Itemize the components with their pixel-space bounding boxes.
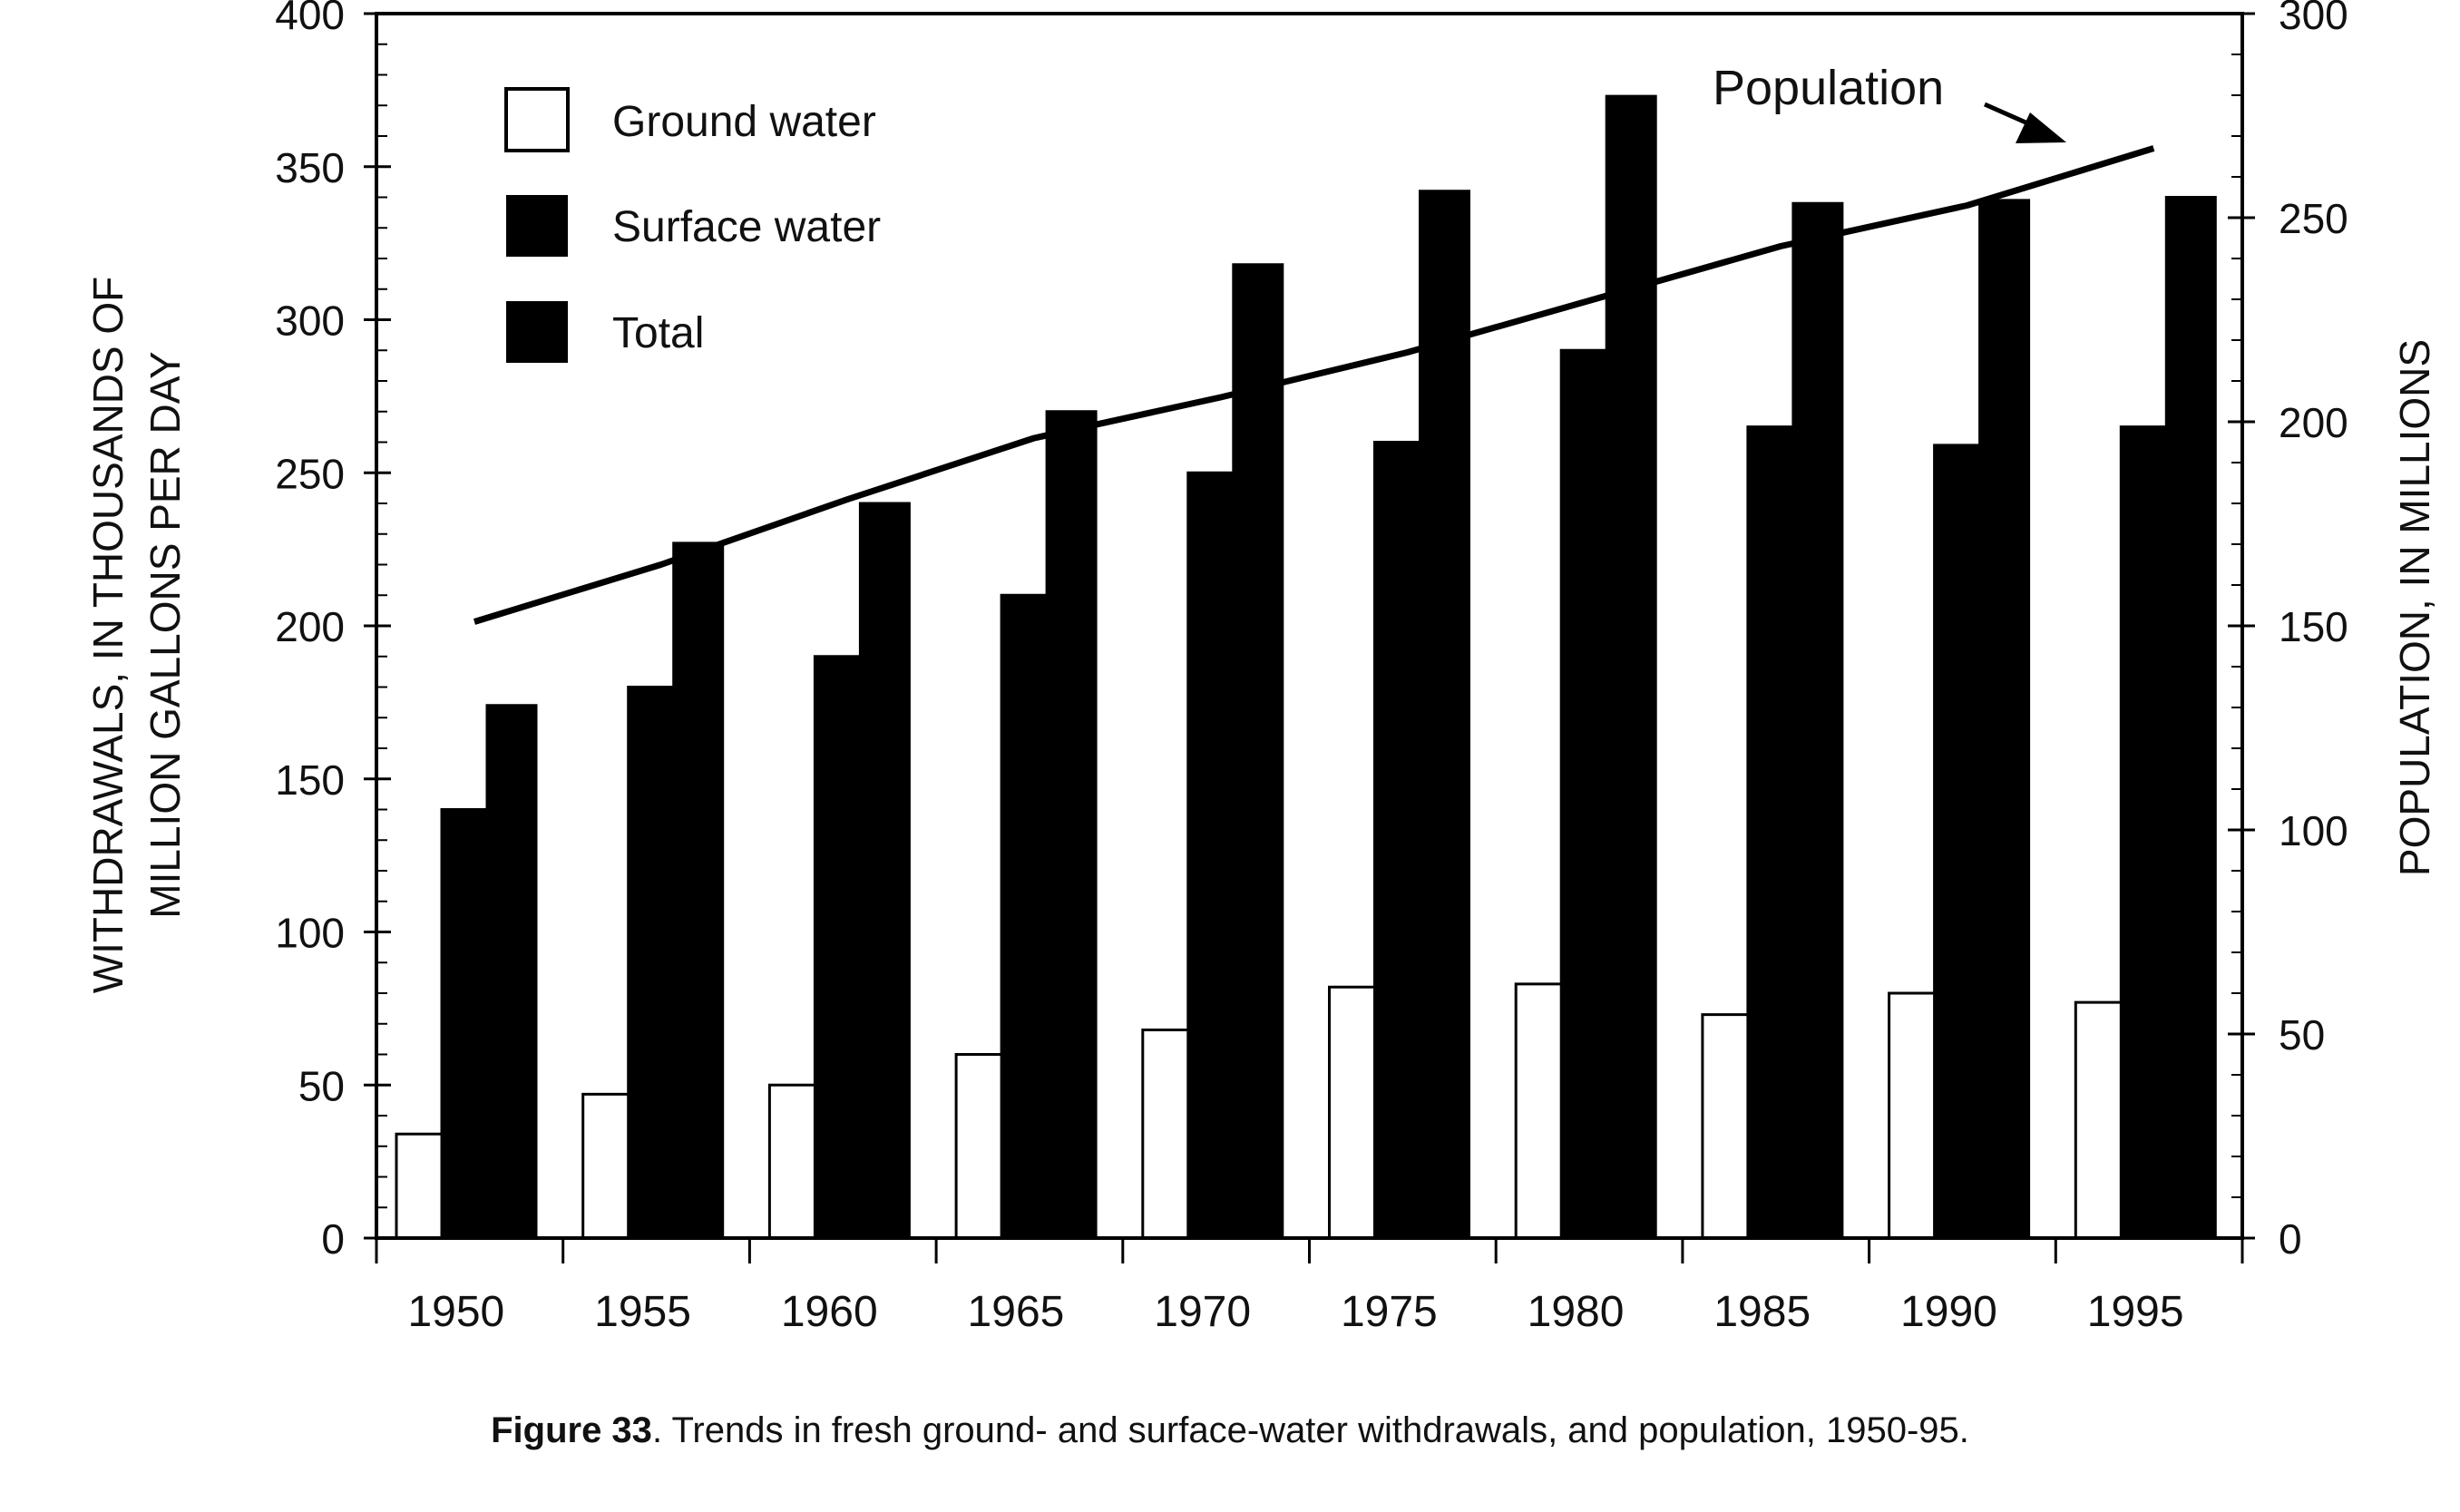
left-tick-label-350: 350 [275,144,345,191]
legend: Ground water Surface water Total [504,87,881,363]
right-axis-label: POPULATION, IN MILLIONS [2391,339,2438,876]
left-tick-label-50: 50 [298,1062,345,1109]
x-tick-label-1985: 1985 [1713,1288,1811,1336]
bar-surface-water-1990 [1933,444,1986,1240]
bar-total-1985 [1791,201,1844,1240]
bar-surface-water-1965 [1000,593,1052,1240]
bar-ground-water-1980 [1514,982,1567,1240]
bar-total-1975 [1419,190,1470,1240]
population-line-layer [473,145,2155,625]
right-tick-label-100: 100 [2279,807,2348,854]
left-tick-label-400: 400 [275,0,345,38]
right-tick-label-50: 50 [2279,1011,2325,1058]
bar-total-1950 [485,704,538,1240]
legend-swatch-ground-water [504,87,570,152]
bar-surface-water-1980 [1559,348,1612,1240]
left-tick-label-150: 150 [275,756,345,804]
legend-swatch-total [506,301,568,363]
left-tick-label-200: 200 [275,603,345,650]
bar-ground-water-1960 [767,1083,820,1240]
ticks-layer: 1950 1955 1960 1965 1970 1975 1980 1985 1990 1995… [275,0,2348,1336]
x-tick-label-1975: 1975 [1341,1288,1438,1336]
legend-label-total: Total [612,309,704,357]
x-tick-label-1990: 1990 [1900,1288,1997,1336]
right-tick-label-250: 250 [2279,195,2348,242]
left-axis-label-line2: MILLION GALLONS PER DAY [142,351,189,918]
left-tick-label-250: 250 [275,450,345,497]
x-tick-label-1965: 1965 [968,1288,1065,1336]
bar-surface-water-1950 [440,808,493,1240]
bar-surface-water-1995 [2119,425,2172,1240]
bar-ground-water-1990 [1888,991,1940,1240]
bar-ground-water-1950 [395,1132,447,1240]
bar-total-1955 [672,541,725,1240]
figure-caption: Figure 33. Trends in fresh ground- and s… [0,1410,2460,1451]
right-tick-label-200: 200 [2279,399,2348,446]
bar-ground-water-1985 [1701,1013,1753,1240]
right-tick-label-300: 300 [2279,0,2348,38]
bar-total-1960 [858,502,911,1240]
population-line [473,145,2155,625]
left-tick-label-100: 100 [275,910,345,957]
right-tick-label-150: 150 [2279,603,2348,650]
left-axis-label-line1: WITHDRAWALS, IN THOUSANDS OF [84,277,132,994]
bar-surface-water-1970 [1186,471,1239,1240]
population-arrow [1983,102,2066,143]
bar-surface-water-1975 [1373,441,1425,1240]
left-tick-label-0: 0 [321,1215,345,1263]
bar-ground-water-1955 [581,1092,634,1240]
x-tick-label-1955: 1955 [594,1288,691,1336]
legend-label-ground-water: Ground water [612,98,876,146]
bars-layer [395,94,2217,1240]
bar-ground-water-1995 [2074,1000,2126,1240]
bar-total-1965 [1045,410,1098,1240]
bar-total-1990 [1978,199,2031,1240]
x-tick-label-1950: 1950 [407,1288,504,1336]
bar-total-1980 [1605,94,1657,1240]
bar-surface-water-1985 [1746,425,1799,1240]
bar-total-1995 [2164,196,2217,1240]
bar-ground-water-1975 [1328,985,1380,1240]
right-tick-label-0: 0 [2279,1215,2302,1263]
population-annotation: Population [1713,61,1944,115]
bar-ground-water-1965 [954,1053,1007,1240]
figure-caption-label: Figure 33 [491,1410,652,1450]
x-tick-label-1960: 1960 [781,1288,878,1336]
legend-label-surface-water: Surface water [612,203,881,251]
figure-caption-text: . Trends in fresh ground- and surface-wa… [651,1410,1969,1450]
bar-surface-water-1960 [813,655,865,1240]
bar-ground-water-1970 [1141,1029,1194,1240]
bar-total-1970 [1232,263,1284,1240]
x-tick-label-1995: 1995 [2087,1288,2184,1336]
x-tick-label-1980: 1980 [1528,1288,1625,1336]
bar-surface-water-1955 [627,686,679,1240]
legend-swatch-surface-water [506,195,568,257]
x-tick-label-1970: 1970 [1154,1288,1251,1336]
left-tick-label-300: 300 [275,298,345,345]
